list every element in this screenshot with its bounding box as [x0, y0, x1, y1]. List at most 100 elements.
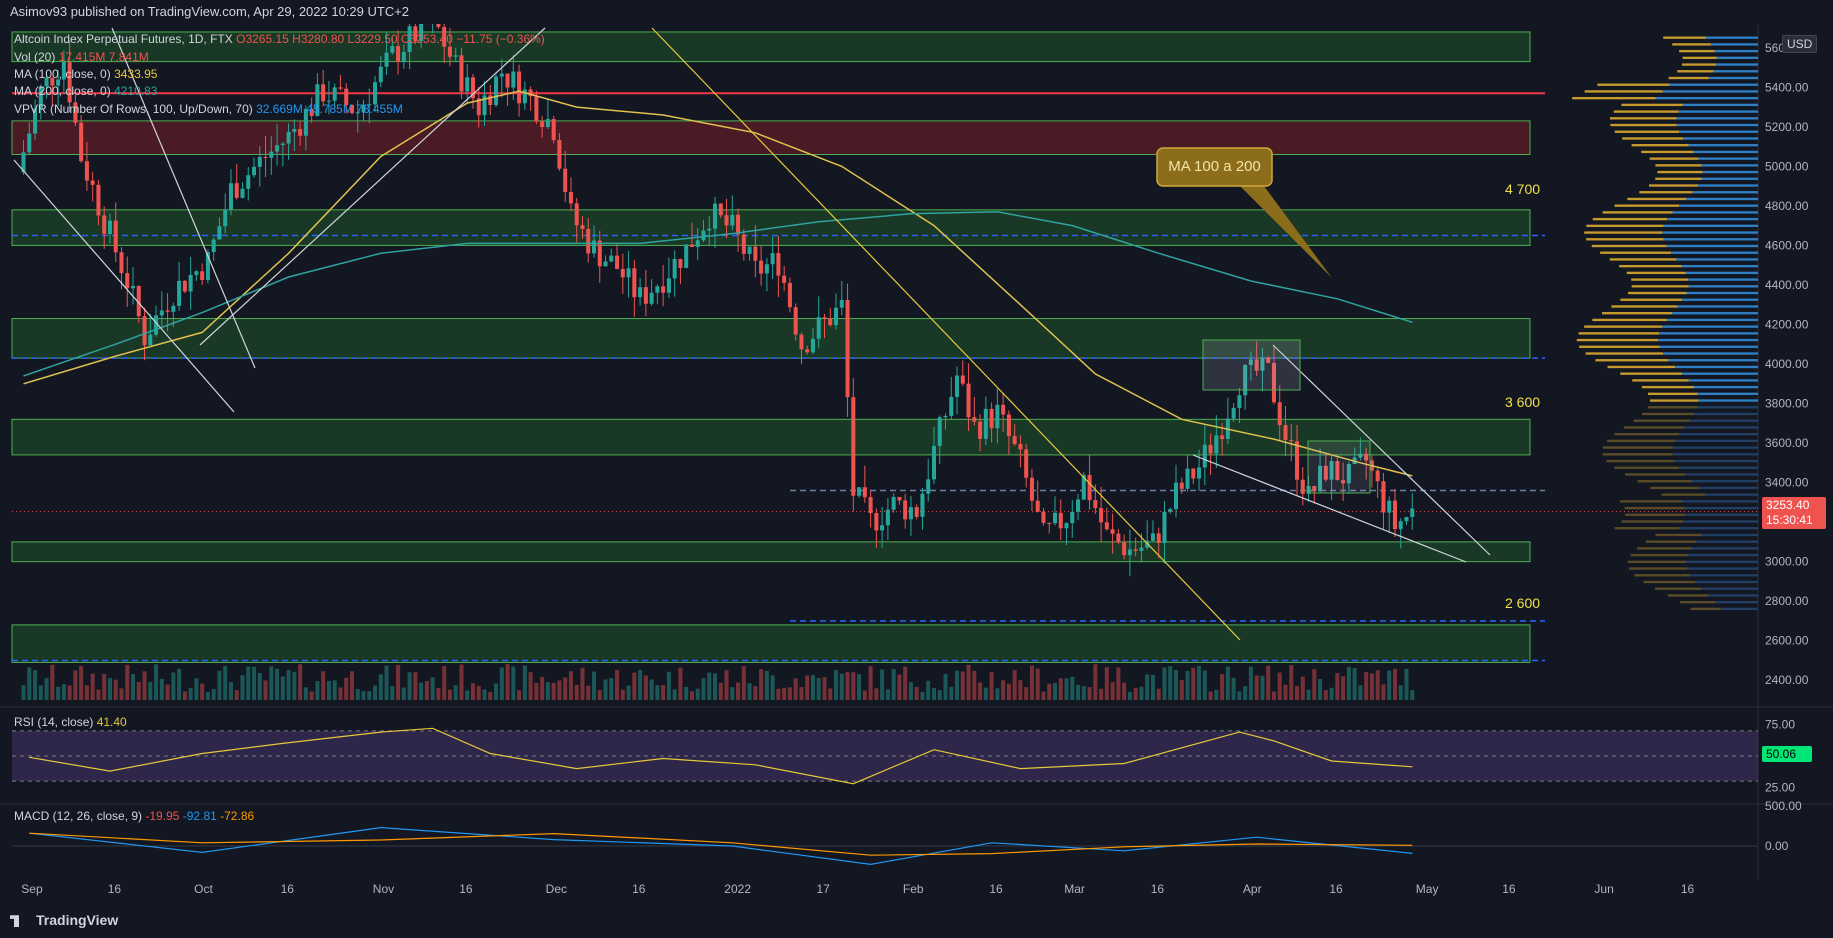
- tradingview-logo[interactable]: TradingView: [10, 912, 118, 928]
- volume-bar: [620, 689, 625, 700]
- volume-bar: [1041, 691, 1046, 700]
- time-tick-label: Sep: [21, 882, 43, 896]
- volume-bar: [511, 666, 516, 700]
- volume-bar: [430, 677, 435, 700]
- candle-body: [1197, 467, 1202, 479]
- volume-profile-down-bar: [1631, 285, 1689, 288]
- time-tick-label: 16: [281, 882, 295, 896]
- volume-bar: [661, 685, 666, 700]
- legend-vpvr[interactable]: VPVR (Number Of Rows, 100, Up/Down, 70) …: [14, 102, 403, 117]
- volume-profile-down-bar: [1584, 90, 1663, 93]
- volume-profile-down-bar: [1637, 480, 1692, 483]
- legend-ma100[interactable]: MA (100, close, 0) 3433.95: [14, 67, 157, 82]
- volume-bar: [373, 685, 378, 700]
- candle-body: [1081, 474, 1086, 500]
- volume-bar: [436, 688, 441, 700]
- candle-body: [332, 87, 337, 101]
- volume-bar: [684, 686, 689, 700]
- legend-volume[interactable]: Vol (20) 17.415M 7.841M: [14, 50, 149, 65]
- volume-bar: [689, 691, 694, 700]
- volume-bar: [182, 691, 187, 700]
- legend-ma200[interactable]: MA (200, close, 0) 4210.83: [14, 84, 157, 99]
- volume-bar: [102, 673, 107, 700]
- candle-body: [447, 46, 452, 57]
- symbol-title[interactable]: Altcoin Index Perpetual Futures, 1D, FTX: [14, 32, 233, 46]
- time-axis[interactable]: Sep 16 Oct 16 Nov 16 Dec 16 2022 17 Feb 16 Mar 16 Apr 1…: [21, 882, 1694, 896]
- volume-profile-down-bar: [1677, 70, 1714, 73]
- candle-body: [1185, 468, 1190, 489]
- legend-rsi[interactable]: RSI (14, close) 41.40: [14, 715, 127, 730]
- candle-body: [275, 145, 280, 152]
- candle-body: [257, 156, 262, 167]
- price-tick-label: 4200.00: [1765, 317, 1809, 331]
- candle-body: [44, 77, 49, 87]
- volume-profile-up-bar: [1676, 123, 1758, 127]
- volume-bar: [223, 665, 228, 700]
- candle-body: [828, 318, 833, 326]
- volume-profile-up-bar: [1716, 63, 1758, 66]
- candle-body: [799, 334, 804, 350]
- volume-profile-up-bar: [1684, 426, 1758, 429]
- candle-body: [1018, 444, 1023, 450]
- candle-body: [517, 71, 522, 104]
- volume-bar: [534, 682, 539, 700]
- volume-bar: [1070, 676, 1075, 700]
- volume-bar: [349, 671, 354, 700]
- volume-bar: [995, 688, 1000, 700]
- candle-body: [73, 102, 78, 123]
- volume-bar: [136, 681, 141, 700]
- volume-profile-up-bar: [1655, 96, 1758, 100]
- candle-body: [136, 285, 141, 317]
- candle-body: [182, 280, 187, 292]
- volume-bar: [978, 682, 983, 700]
- volume-bar: [246, 666, 251, 700]
- time-tick-label: Oct: [194, 882, 213, 896]
- volume-bar: [44, 678, 49, 700]
- volume-profile-up-bar: [1694, 412, 1758, 416]
- volume-bar: [563, 677, 568, 700]
- candle-body: [1173, 482, 1179, 510]
- volume-bar: [298, 664, 303, 700]
- volume-profile-down-bar: [1657, 170, 1703, 174]
- volume-bar: [926, 680, 931, 700]
- candle-body: [534, 96, 539, 122]
- candle-body: [459, 55, 464, 92]
- volume-profile-up-bar: [1667, 217, 1758, 221]
- legend-macd[interactable]: MACD (12, 26, close, 9) -19.95 -92.81 -7…: [14, 809, 254, 824]
- candle-body: [21, 152, 26, 173]
- volume-profile-up-bar: [1702, 170, 1758, 174]
- volume-profile-down-bar: [1641, 385, 1695, 389]
- volume-profile-up-bar: [1662, 231, 1758, 234]
- candle-body: [113, 220, 118, 253]
- candle-body: [955, 375, 960, 397]
- candle-body: [701, 230, 706, 241]
- volume-bar: [1225, 666, 1230, 700]
- volume-profile-up-bar: [1698, 486, 1758, 490]
- price-axis[interactable]: 5600.005400.005200.005000.004800.004600.…: [1765, 41, 1809, 853]
- volume-profile-up-bar: [1716, 56, 1758, 60]
- last-price-badge: 3253.40 15:30:41: [1762, 497, 1826, 529]
- candle-body: [695, 240, 700, 247]
- volume-profile-down-bar: [1609, 117, 1677, 120]
- volume-bar: [453, 685, 458, 700]
- candle-body: [102, 215, 107, 235]
- volume-profile-down-bar: [1576, 338, 1659, 342]
- candle-body: [741, 234, 746, 254]
- volume-profile-down-bar: [1655, 587, 1702, 590]
- volume-bar: [1404, 668, 1409, 700]
- candle-body: [1237, 395, 1242, 408]
- macd-tick-label: 0.00: [1765, 839, 1789, 853]
- volume-bar: [638, 669, 643, 700]
- volume-profile-up-bar: [1663, 238, 1758, 241]
- candle-body: [453, 55, 458, 57]
- candle-body: [920, 493, 925, 517]
- currency-badge[interactable]: USD: [1782, 35, 1818, 53]
- candle-body: [373, 82, 378, 105]
- candle-body: [632, 268, 637, 298]
- candle-body: [154, 315, 159, 335]
- candle-body: [177, 280, 182, 306]
- volume-bar: [465, 690, 470, 700]
- volume-bar: [799, 687, 804, 700]
- candle-body: [142, 316, 147, 346]
